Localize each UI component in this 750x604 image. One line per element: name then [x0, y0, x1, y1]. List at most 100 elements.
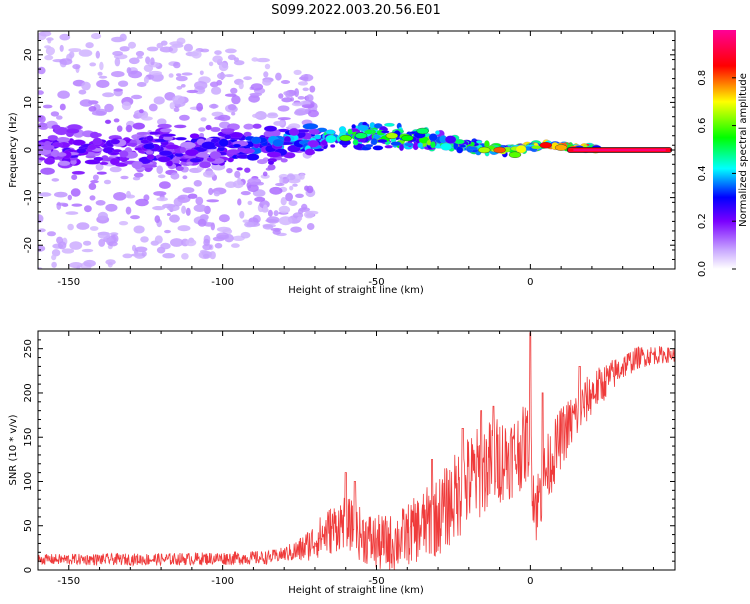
heatmap-cell	[104, 119, 112, 125]
y-tick-label: -10	[23, 189, 34, 205]
heatmap-cell	[339, 134, 352, 142]
heatmap-cell	[98, 75, 108, 79]
heatmap-cell	[246, 153, 260, 161]
heatmap-cell	[51, 124, 61, 130]
heatmap-cell	[202, 243, 213, 251]
heatmap-cell	[88, 106, 97, 112]
heatmap-cell	[45, 31, 51, 34]
heatmap-cell	[38, 115, 46, 123]
heatmap-cell	[111, 71, 125, 78]
heatmap-cell	[309, 85, 316, 93]
heatmap-cell	[288, 127, 300, 136]
heatmap-cell	[113, 118, 120, 123]
x-tick-label: -50	[368, 277, 384, 288]
heatmap-cell	[103, 179, 112, 185]
heatmap-cell	[252, 123, 262, 129]
heatmap-cell	[71, 174, 78, 180]
heatmap-cell	[51, 261, 57, 268]
heatmap-cell	[240, 191, 251, 196]
heatmap-cell	[97, 71, 103, 76]
heatmap-cell	[51, 178, 60, 182]
heatmap-cell	[169, 41, 183, 46]
heatmap-cell	[273, 120, 285, 126]
heatmap-cell	[220, 128, 235, 133]
heatmap-cell	[81, 248, 94, 253]
y-tick-label: 150	[23, 428, 34, 447]
spectrogram-xlabel: Height of straight line (km)	[288, 285, 424, 296]
heatmap-cell	[260, 174, 270, 179]
heatmap-cell	[108, 241, 118, 247]
y-tick-label: 200	[23, 383, 34, 402]
heatmap-cell	[132, 122, 146, 130]
heatmap-cell	[224, 93, 237, 97]
heatmap-cell	[401, 134, 414, 142]
heatmap-cell	[302, 87, 309, 92]
heatmap-cell	[404, 142, 414, 147]
heatmap-cell	[38, 90, 44, 95]
heatmap-cell	[209, 151, 222, 160]
heatmap-cell	[128, 57, 140, 65]
heatmap-cell	[181, 205, 187, 214]
heatmap-cell	[249, 92, 262, 97]
heatmap-cell	[91, 110, 106, 116]
heatmap-cell	[218, 138, 229, 147]
heatmap-cell	[357, 124, 369, 132]
heatmap-cell	[304, 185, 309, 191]
x-tick-label: -100	[211, 277, 234, 288]
heatmap-cell	[293, 69, 302, 75]
heatmap-cell	[175, 75, 188, 82]
heatmap-cell	[52, 142, 63, 148]
heatmap-cell	[159, 150, 173, 157]
heatmap-cell	[269, 186, 283, 195]
heatmap-cell	[58, 241, 67, 250]
heatmap-cell	[89, 131, 100, 139]
colorbar	[713, 30, 736, 269]
heatmap-cell	[262, 157, 270, 162]
heatmap-cell	[177, 196, 186, 200]
heatmap-cell	[59, 44, 64, 52]
heatmap-cell	[126, 67, 132, 74]
heatmap-cell	[162, 253, 176, 259]
heatmap-cell	[206, 199, 219, 203]
heatmap-cell	[208, 61, 214, 67]
heatmap-cell	[185, 161, 194, 166]
heatmap-cell	[148, 103, 158, 112]
heatmap-cell	[295, 108, 309, 116]
heatmap-cell	[125, 124, 133, 133]
heatmap-cell	[372, 145, 384, 151]
heatmap-cell	[247, 184, 259, 193]
heatmap-cell	[90, 180, 99, 184]
heatmap-cell	[364, 144, 374, 148]
heatmap-cell	[278, 93, 284, 99]
heatmap-cell	[554, 144, 568, 151]
heatmap-cell	[262, 79, 272, 86]
heatmap-cell	[146, 153, 155, 160]
heatmap-cell	[234, 170, 241, 178]
heatmap-cell	[216, 232, 229, 240]
heatmap-cell	[286, 174, 296, 181]
heatmap-cell	[444, 135, 457, 144]
heatmap-cell	[247, 177, 262, 186]
heatmap-cell	[169, 214, 180, 223]
heatmap-cell	[59, 103, 66, 111]
heatmap-cell	[40, 167, 55, 175]
heatmap-cell	[273, 210, 279, 217]
y-tick-label: 250	[23, 339, 34, 358]
heatmap-cell	[351, 124, 357, 129]
heatmap-cell	[125, 206, 132, 215]
heatmap-cell	[244, 221, 255, 228]
colorbar-tick-label: 0.6	[697, 118, 708, 134]
heatmap-cell	[239, 210, 245, 219]
heatmap-cell	[180, 84, 186, 88]
heatmap-cell	[109, 157, 120, 166]
y-tick-label: 20	[23, 48, 34, 61]
heatmap-cell	[157, 174, 166, 179]
heatmap-cell	[83, 259, 96, 267]
heatmap-cell	[170, 172, 180, 180]
colorbar-ticks: 0.0 0.2 0.4 0.6 0.8	[697, 70, 736, 277]
y-tick-label: 10	[23, 96, 34, 109]
heatmap-cell	[278, 216, 293, 226]
heatmap-cell	[308, 128, 320, 135]
heatmap-cell	[65, 211, 79, 215]
